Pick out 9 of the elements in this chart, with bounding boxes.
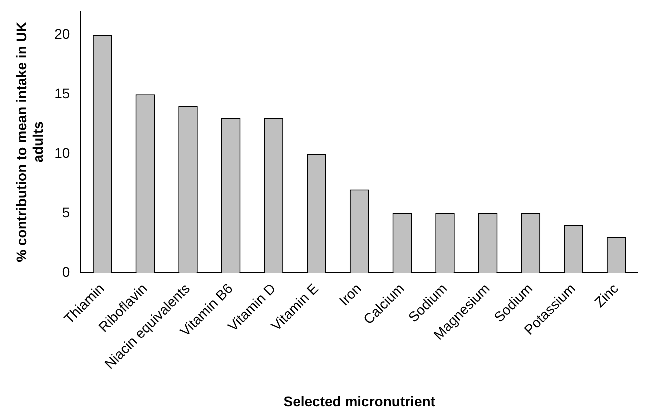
- x-axis-title: Selected micronutrient: [284, 393, 436, 410]
- x-tick-label: Iron: [336, 280, 364, 309]
- y-axis-title: % contribution to mean intake in UK adults: [13, 22, 46, 262]
- y-tick-label: 5: [62, 204, 70, 220]
- y-tick-label: 20: [54, 26, 70, 42]
- y-tick-label: 10: [54, 144, 70, 161]
- y-tick-label: 15: [54, 85, 70, 102]
- y-tick-label: 0: [62, 264, 70, 280]
- x-tick-label: Zinc: [591, 280, 622, 310]
